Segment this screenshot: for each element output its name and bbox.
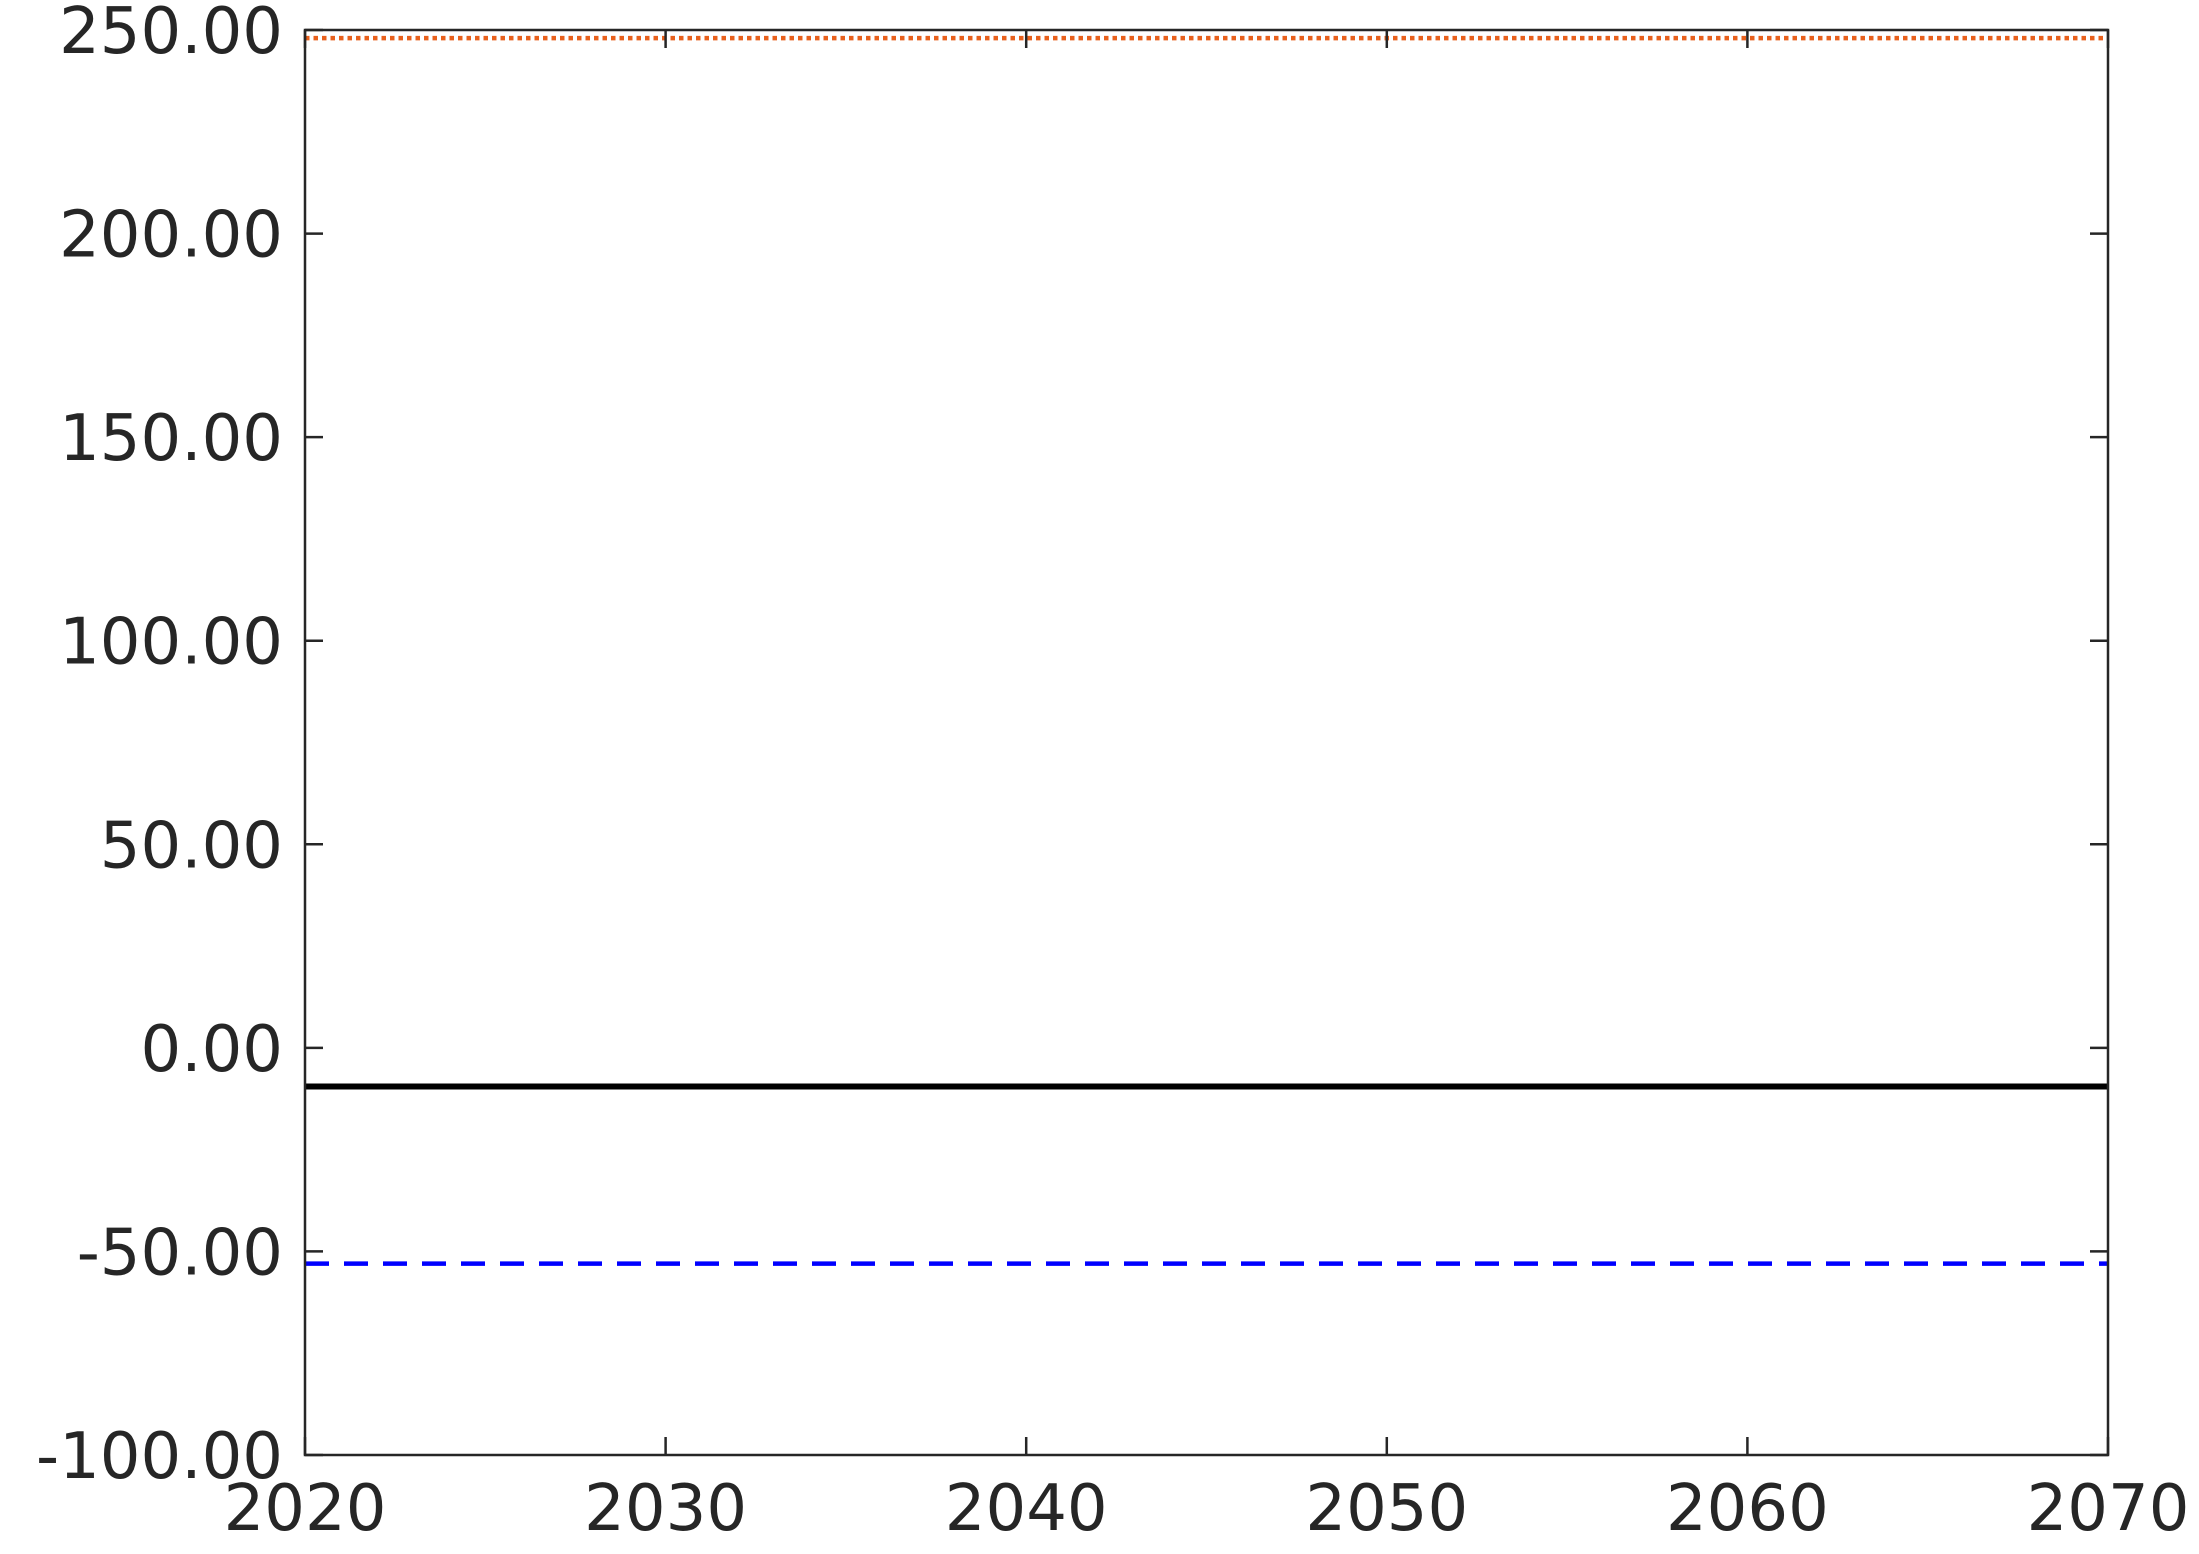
y-tick-label-5: 150.00 [59, 402, 283, 476]
y-tick-label-1: -50.00 [77, 1216, 283, 1290]
plot-area [305, 30, 2108, 1455]
y-tick-label-4: 100.00 [59, 606, 283, 680]
y-tick-label-7: 250.00 [59, 0, 283, 69]
labels-layer: 2020 2030 2040 2050 2060 2070 -100.00 -50.00 0.0… [36, 0, 2189, 1546]
x-tick-label-2: 2040 [945, 1472, 1108, 1546]
x-tick-label-0: 2020 [224, 1472, 387, 1546]
plot-frame [303, 28, 2110, 1457]
x-tick-label-4: 2060 [1666, 1472, 1829, 1546]
series-layer [305, 35, 2108, 1266]
y-tick-label-3: 50.00 [100, 809, 283, 883]
y-tick-label-0: -100.00 [36, 1420, 283, 1494]
x-tick-label-3: 2050 [1305, 1472, 1468, 1546]
x-tick-label-5: 2070 [2027, 1472, 2190, 1546]
y-tick-label-2: 0.00 [141, 1013, 284, 1087]
x-tick-label-1: 2030 [584, 1472, 747, 1546]
y-tick-label-6: 200.00 [59, 199, 283, 273]
